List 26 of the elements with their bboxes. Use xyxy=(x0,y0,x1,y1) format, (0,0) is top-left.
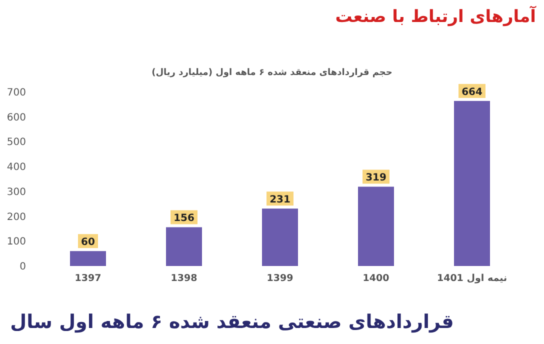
x-tick-label: 1400 xyxy=(362,273,390,284)
y-tick-label: 0 xyxy=(20,262,26,272)
bar xyxy=(454,100,490,266)
bar xyxy=(358,186,394,266)
data-label: 60 xyxy=(81,237,95,248)
x-tick-label: 1399 xyxy=(266,273,294,284)
chart-subtitle: آمارهای ارتباط با صنعت xyxy=(335,5,538,27)
y-tick-label: 200 xyxy=(6,212,26,223)
y-tick-label: 100 xyxy=(6,236,26,248)
y-tick-label: 700 xyxy=(6,88,26,98)
data-label: 231 xyxy=(270,194,290,206)
bar xyxy=(70,251,106,266)
bar xyxy=(262,208,298,266)
x-tick-label: 1398 xyxy=(170,273,198,284)
y-tick-label: 500 xyxy=(6,137,26,148)
chart-title: حجم قراردادهای منعقد شده ۶ ماهه اول (میلیارد ریال) xyxy=(152,68,392,78)
x-tick-label: نیمه اول 1401 xyxy=(436,273,508,284)
text: قراردادهای صنعتی منعقد شده ۶ ماهه اول سال xyxy=(10,311,454,333)
data-label: 319 xyxy=(366,172,386,184)
y-tick-label: 400 xyxy=(6,162,26,174)
data-label: 156 xyxy=(174,213,194,224)
x-tick-label: 1397 xyxy=(74,273,102,284)
bar xyxy=(166,227,202,266)
y-tick-label: 600 xyxy=(6,112,26,124)
data-label: 664 xyxy=(462,86,482,98)
y-tick-label: 300 xyxy=(6,186,26,198)
